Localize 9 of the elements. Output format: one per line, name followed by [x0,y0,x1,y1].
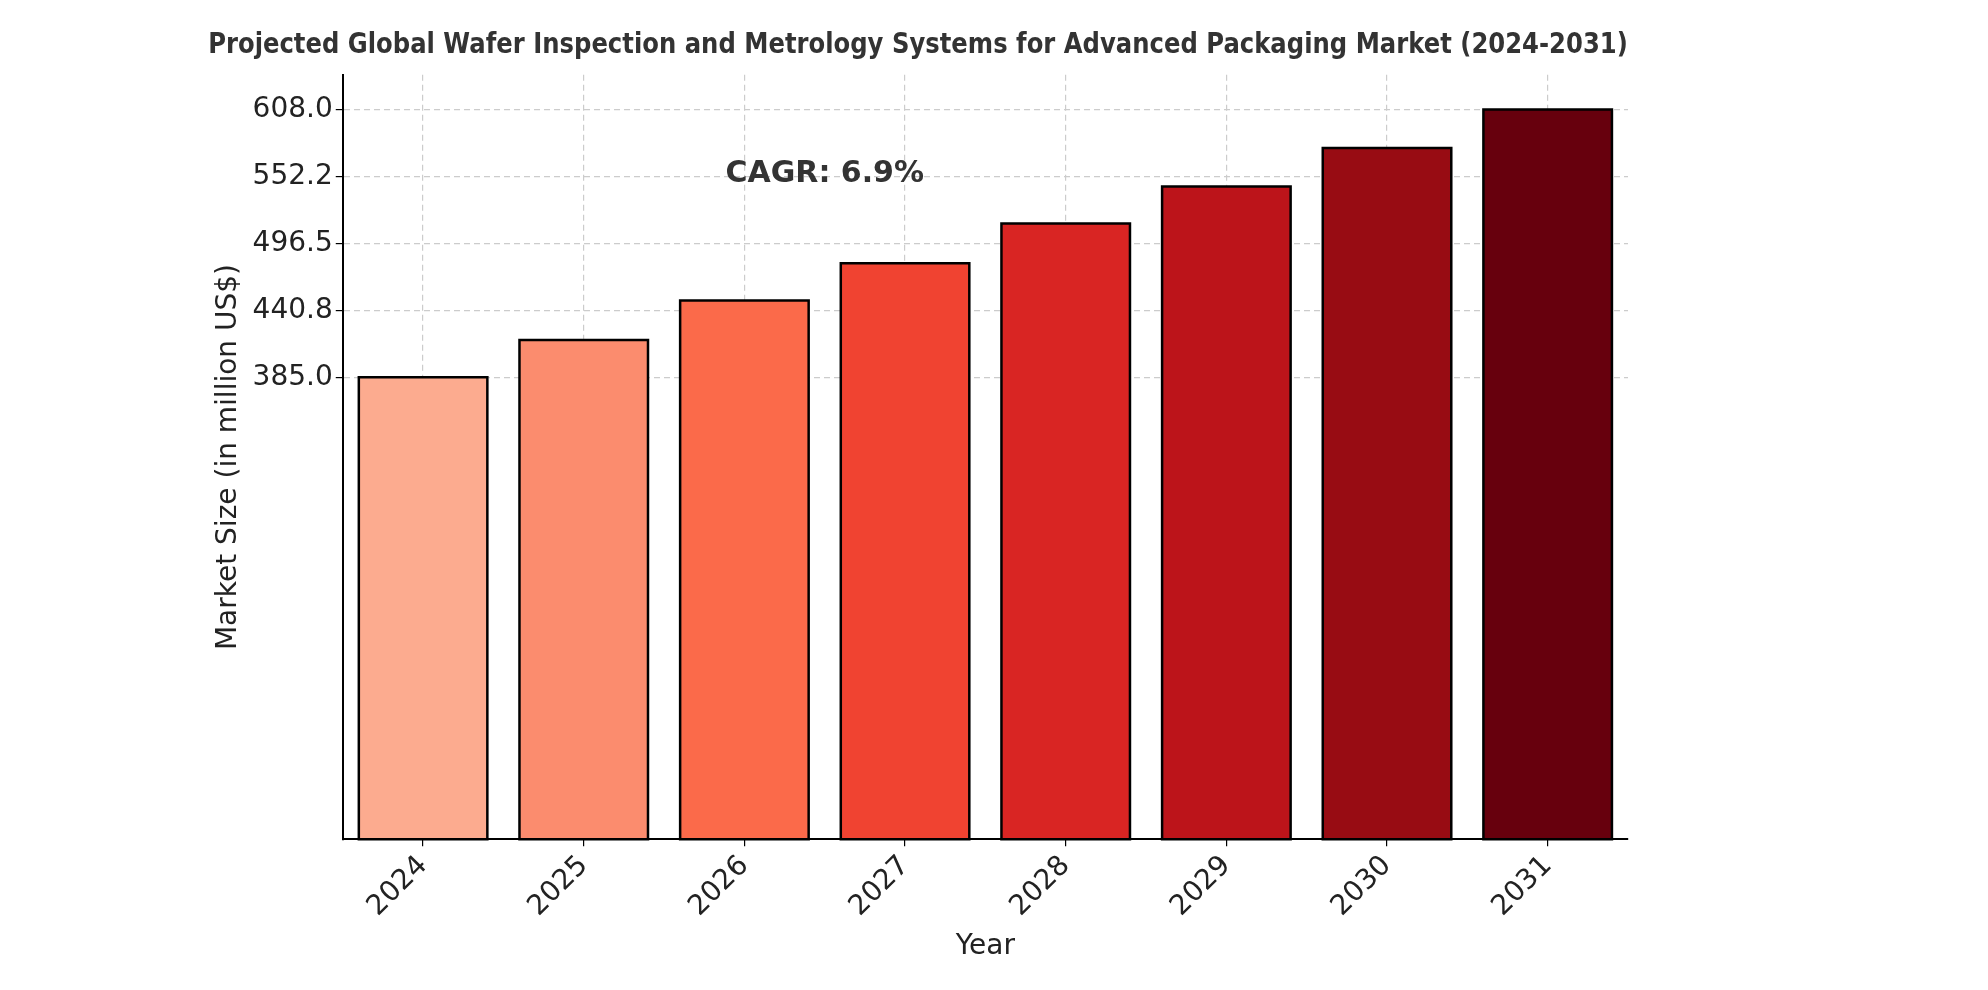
chart-title: Projected Global Wafer Inspection and Metrology Systems for Advanced Packaging Market (2024-2031) [208,25,1628,60]
y-tick-label: 552.2 [252,157,333,191]
annotation: CAGR: 6.9% [725,153,925,189]
x-axis-title: Year [954,928,1016,962]
y-tick-label: 440.8 [252,291,333,325]
y-tick-label: 385.0 [252,358,333,392]
y-axis-title: Market Size (in million US$) [210,264,244,651]
y-tick-label: 496.5 [252,224,333,258]
y-tick-label: 608.0 [252,90,333,124]
